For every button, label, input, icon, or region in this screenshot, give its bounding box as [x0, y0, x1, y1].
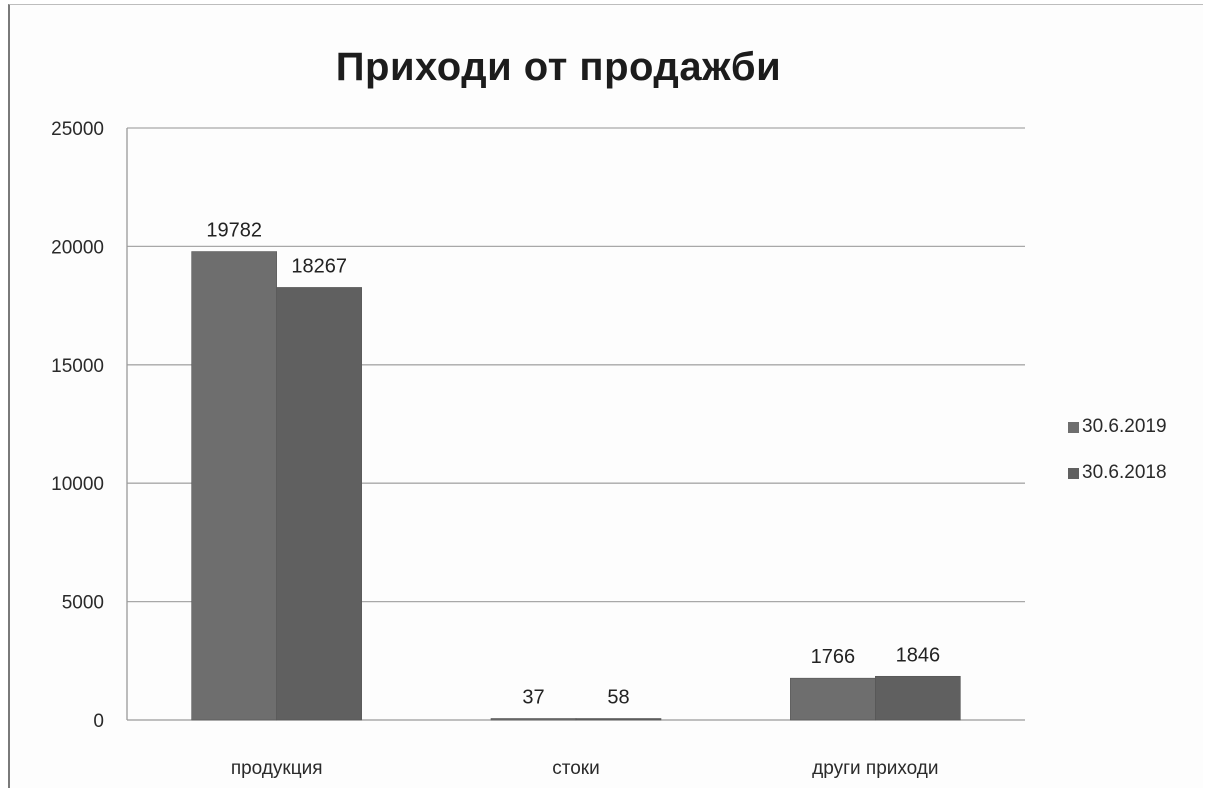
- bar-1-3: [790, 677, 876, 721]
- legend-label-1: 30.6.2019: [1082, 416, 1167, 437]
- category-label-1: продукция: [231, 758, 323, 779]
- data-label-1-2: 37: [522, 687, 544, 709]
- y-tick-label-3: 10000: [51, 474, 104, 495]
- bar-2-2: [575, 718, 662, 721]
- bar-2-1: [276, 287, 362, 721]
- y-tick-label-2: 15000: [51, 356, 104, 377]
- legend-swatch-1: [1068, 421, 1079, 433]
- data-label-1-3: 1766: [811, 646, 856, 668]
- legend-item-2: 30.6.2018: [1068, 462, 1167, 484]
- bar-1-2: [490, 718, 577, 721]
- bar-2-3: [875, 675, 961, 721]
- legend-swatch-2: [1068, 467, 1079, 479]
- data-label-2-1: 18267: [291, 255, 347, 277]
- y-tick-label-4: 5000: [62, 593, 104, 614]
- y-tick-label-5: 0: [93, 711, 104, 732]
- data-label-2-2: 58: [607, 687, 629, 709]
- legend-label-2: 30.6.2018: [1082, 462, 1167, 483]
- bar-1-1: [191, 251, 277, 721]
- legend-item-1: 30.6.2019: [1068, 416, 1167, 438]
- chart-title: Приходи от продажби: [335, 45, 782, 89]
- category-label-2: стоки: [552, 758, 599, 779]
- y-tick-label-0: 25000: [51, 119, 104, 140]
- y-tick-label-1: 20000: [51, 237, 104, 258]
- data-label-1-1: 19782: [206, 220, 262, 242]
- data-label-2-3: 1846: [896, 644, 941, 666]
- category-label-3: други приходи: [812, 758, 938, 779]
